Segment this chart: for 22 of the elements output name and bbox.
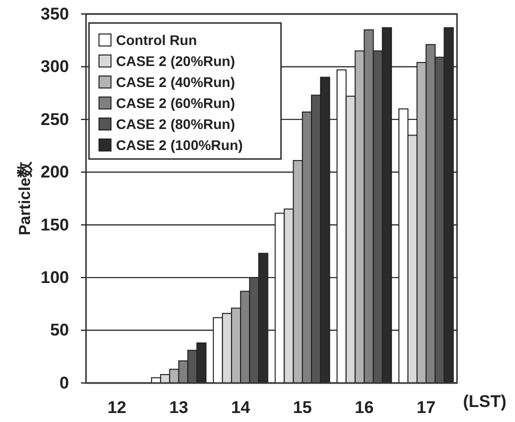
y-tick-label: 100 xyxy=(40,268,69,288)
y-tick-label: 300 xyxy=(40,57,69,76)
y-axis-title: Particle数 xyxy=(16,160,34,236)
y-tick-label: 0 xyxy=(60,373,69,392)
y-tick-label: 200 xyxy=(40,162,69,182)
x-axis-title: (LST) xyxy=(463,392,506,411)
legend-label: CASE 2 (80%Run) xyxy=(116,116,236,132)
legend-label: CASE 2 (20%Run) xyxy=(116,53,236,69)
legend-label: CASE 2 (60%Run) xyxy=(116,95,236,111)
x-tick-label: 17 xyxy=(416,398,436,418)
legend-label: CASE 2 (100%Run) xyxy=(116,137,243,153)
x-tick-label: 12 xyxy=(107,398,126,418)
y-tick-label: 250 xyxy=(40,110,69,129)
x-tick-label: 14 xyxy=(231,398,251,418)
y-tick-label: 150 xyxy=(40,215,69,234)
x-tick-label: 13 xyxy=(169,398,188,418)
x-tick-label: 16 xyxy=(354,398,374,418)
y-tick-label: 350 xyxy=(40,4,69,24)
legend-label: CASE 2 (40%Run) xyxy=(116,74,236,90)
x-tick-label: 15 xyxy=(292,398,312,418)
legend-label: Control Run xyxy=(116,32,197,48)
y-tick-label: 50 xyxy=(50,320,69,340)
